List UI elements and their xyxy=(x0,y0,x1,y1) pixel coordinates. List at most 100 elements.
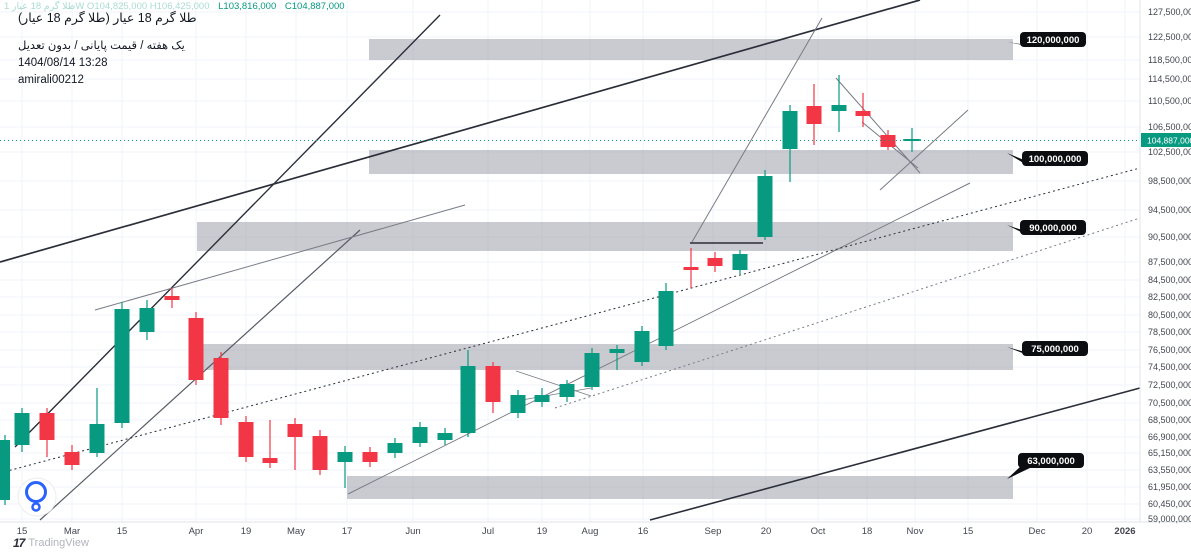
candle xyxy=(387,438,403,458)
candle xyxy=(437,428,453,445)
candle xyxy=(485,362,501,413)
price-axis-label: 78,500,000 xyxy=(1148,327,1191,337)
candle xyxy=(139,300,155,340)
symbol-title[interactable]: طلا گرم 18 عیار (طلا گرم 18 عیار) xyxy=(18,11,197,25)
candle xyxy=(559,380,575,402)
trendlines[interactable] xyxy=(0,0,1141,521)
price-axis-label: 60,450,000 xyxy=(1148,499,1191,509)
zone-band[interactable] xyxy=(369,39,1013,60)
svg-text:104,887,000: 104,887,000 xyxy=(1147,136,1191,146)
time-axis-label: 20 xyxy=(1082,526,1093,537)
gridlines xyxy=(0,0,1140,522)
time-axis-label: Apr xyxy=(189,526,204,537)
time-axis-label: Jun xyxy=(405,526,420,537)
time-axis-label: 19 xyxy=(241,526,252,537)
zone-band[interactable] xyxy=(197,222,1013,251)
balloon-pin-icon[interactable] xyxy=(17,477,57,517)
price-level-label[interactable]: 120,000,000 xyxy=(1007,32,1086,47)
candle xyxy=(114,302,130,428)
price-axis-label: 68,500,000 xyxy=(1148,415,1191,425)
price-axis-label: 66,900,000 xyxy=(1148,432,1191,442)
author-username: amirali00212 xyxy=(18,74,84,86)
time-axis-label: 2026 xyxy=(1114,526,1135,537)
price-axis-label: 98,500,000 xyxy=(1148,176,1191,186)
price-axis-label: 110,500,000 xyxy=(1148,96,1191,106)
price-axis-label: 87,500,000 xyxy=(1148,257,1191,267)
trendline[interactable] xyxy=(94,204,466,311)
trendline[interactable] xyxy=(835,77,921,174)
price-level-labels[interactable]: 120,000,000 100,000,000 90,000,000 75,000,0… xyxy=(1007,32,1088,479)
price-axis-label: 114,500,000 xyxy=(1148,74,1191,84)
candle xyxy=(584,348,600,390)
candle xyxy=(287,418,303,470)
price-level-label[interactable]: 63,000,000 xyxy=(1007,453,1084,479)
trendline[interactable] xyxy=(649,387,1141,521)
price-axis-label: 70,500,000 xyxy=(1148,398,1191,408)
price-axis-label: 59,000,000 xyxy=(1148,514,1191,524)
price-axis-label: 61,950,000 xyxy=(1148,482,1191,492)
time-axis-label: Sep xyxy=(705,526,722,537)
candle xyxy=(164,288,180,308)
time-axis-label: Aug xyxy=(582,526,599,537)
price-axis-label: 90,500,000 xyxy=(1148,232,1191,242)
ohlc-legend[interactable]: طلا گرم 18 عیار 1W O104,825,000 H106,425… xyxy=(4,1,345,12)
price-level-label[interactable]: 90,000,000 xyxy=(1007,220,1086,235)
svg-text:75,000,000: 75,000,000 xyxy=(1031,344,1079,355)
candle xyxy=(831,75,847,132)
price-axis-label: 94,500,000 xyxy=(1148,205,1191,215)
time-axis-label: 15 xyxy=(963,526,974,537)
trendline[interactable] xyxy=(691,17,823,243)
price-level-label[interactable]: 75,000,000 xyxy=(1007,341,1088,356)
candle xyxy=(188,312,204,385)
time-axis-label: 20 xyxy=(761,526,772,537)
trendline[interactable] xyxy=(14,14,441,448)
candle xyxy=(89,388,105,457)
candle xyxy=(855,93,871,127)
price-axis-label: 82,500,000 xyxy=(1148,292,1191,302)
candle xyxy=(312,430,328,475)
candle xyxy=(757,170,773,240)
price-level-label[interactable]: 100,000,000 xyxy=(1007,151,1088,166)
candle xyxy=(460,350,476,437)
time-axis-label: 17 xyxy=(342,526,353,537)
candle xyxy=(534,388,550,407)
time-axis-label: May xyxy=(287,526,305,537)
candle xyxy=(0,435,10,505)
time-axis-label: 19 xyxy=(537,526,548,537)
candle xyxy=(238,416,254,462)
time-axis-label: Mar xyxy=(64,526,80,537)
ohlc-low-value: L103,816,000 xyxy=(218,1,277,12)
trendline[interactable] xyxy=(0,0,921,263)
time-axis-label: 16 xyxy=(638,526,649,537)
trendline-dashed[interactable] xyxy=(0,167,1141,474)
time-axis-label: 15 xyxy=(17,526,28,537)
supply-demand-zones[interactable] xyxy=(197,39,1013,499)
time-axis[interactable]: 15 Mar 15 Apr 19 May 17 Jun Jul 19 Aug 16 Sep 20 Oct 18… xyxy=(17,526,1136,537)
trendline[interactable] xyxy=(879,109,969,191)
candle xyxy=(510,390,526,418)
price-axis[interactable]: 127,500,000 122,500,000 118,500,000 114,500… xyxy=(1141,7,1191,524)
zone-band[interactable] xyxy=(197,344,1013,370)
tradingview-logo-icon: 17 xyxy=(13,536,25,550)
trendline[interactable] xyxy=(515,387,592,402)
candle xyxy=(732,250,748,274)
ohlc-close-value: C104,887,000 xyxy=(284,1,345,12)
time-axis-label: Dec xyxy=(1029,526,1046,537)
price-axis-label: 80,500,000 xyxy=(1148,310,1191,320)
current-price-tag: 104,887,000 xyxy=(1141,133,1191,147)
candle xyxy=(39,408,55,457)
price-axis-label: 72,500,000 xyxy=(1148,380,1191,390)
price-axis-label: 74,500,000 xyxy=(1148,362,1191,372)
trendline[interactable] xyxy=(515,370,592,397)
zone-band[interactable] xyxy=(347,476,1013,499)
tradingview-watermark[interactable]: 17 TradingView xyxy=(13,536,89,550)
zone-band[interactable] xyxy=(369,150,1013,174)
time-axis-label: Nov xyxy=(907,526,924,537)
chart-datetime: 1404/08/14 13:28 xyxy=(18,57,108,69)
candle xyxy=(213,352,229,425)
svg-text:90,000,000: 90,000,000 xyxy=(1029,223,1077,234)
candle xyxy=(609,345,625,370)
ohlc-legend-faded: طلا گرم 18 عیار 1W O104,825,000 H106,425… xyxy=(4,1,210,12)
